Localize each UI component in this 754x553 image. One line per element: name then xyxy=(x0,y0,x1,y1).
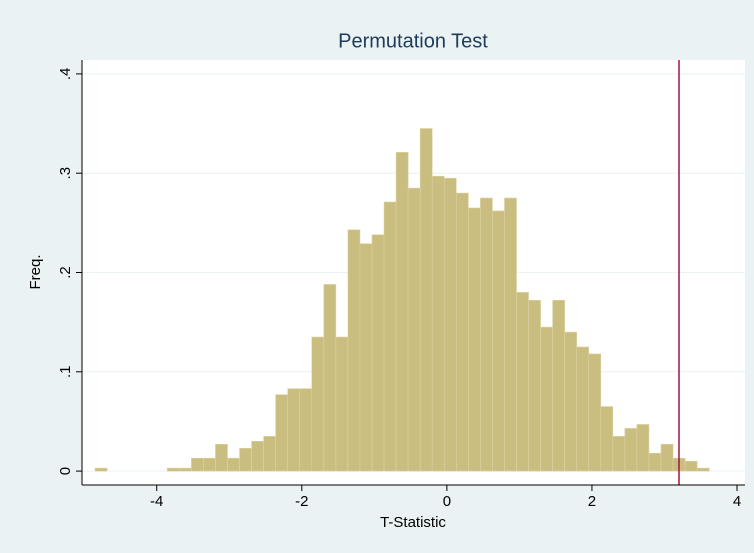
bar xyxy=(455,192,469,472)
bar xyxy=(94,467,108,472)
bar xyxy=(684,460,698,472)
bar xyxy=(179,467,192,472)
bar xyxy=(395,152,409,472)
y-tick-label: .4 xyxy=(57,68,74,81)
x-tick-label: 4 xyxy=(733,493,741,510)
bar xyxy=(335,336,349,472)
bar xyxy=(492,210,505,472)
bar xyxy=(347,229,361,472)
bar xyxy=(287,388,301,472)
bar xyxy=(468,207,481,472)
bar xyxy=(480,197,493,472)
bar xyxy=(203,457,216,472)
chart-title: Permutation Test xyxy=(338,30,488,52)
bar xyxy=(407,187,421,472)
bar xyxy=(191,457,204,472)
bar xyxy=(431,175,445,472)
y-tick-label: .1 xyxy=(57,366,74,379)
bar xyxy=(167,467,180,472)
bar xyxy=(323,284,337,472)
bar xyxy=(696,467,710,472)
bar xyxy=(624,428,638,472)
bar xyxy=(215,443,228,472)
bar xyxy=(636,424,650,472)
y-tick-label: .3 xyxy=(57,167,74,180)
bar xyxy=(504,197,517,472)
bar xyxy=(564,331,578,472)
x-tick-label: 0 xyxy=(443,493,451,510)
bar xyxy=(419,128,433,472)
x-tick-label: -2 xyxy=(295,493,308,510)
x-tick-label: 2 xyxy=(588,493,596,510)
bar xyxy=(588,353,602,472)
bar xyxy=(239,447,252,472)
y-tick-label: .2 xyxy=(57,266,74,279)
bar xyxy=(359,243,373,472)
bar xyxy=(251,441,264,472)
bar xyxy=(263,436,276,472)
bar xyxy=(371,234,385,472)
bar xyxy=(275,394,289,472)
y-axis-title: Freq. xyxy=(27,254,44,289)
bar xyxy=(299,388,313,472)
bar xyxy=(443,177,457,472)
bar xyxy=(576,346,590,472)
bar xyxy=(612,436,626,472)
bar xyxy=(311,336,325,472)
bar xyxy=(648,452,662,472)
y-tick-label: 0 xyxy=(57,467,74,475)
bar xyxy=(600,406,614,472)
bar xyxy=(383,201,397,472)
bar xyxy=(516,292,529,472)
x-axis-title: T-Statistic xyxy=(380,514,446,531)
bar xyxy=(227,457,240,472)
x-tick-label: -4 xyxy=(150,493,163,510)
bar xyxy=(540,326,553,472)
bar xyxy=(552,300,565,472)
bar xyxy=(528,300,541,472)
bar xyxy=(660,443,674,472)
